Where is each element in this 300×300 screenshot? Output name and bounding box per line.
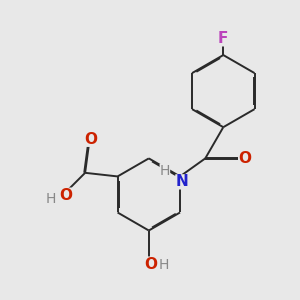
Text: H: H	[160, 164, 170, 178]
Text: N: N	[176, 174, 188, 189]
Text: O: O	[238, 151, 251, 166]
Text: O: O	[59, 188, 72, 203]
Text: F: F	[218, 31, 229, 46]
Text: O: O	[144, 256, 157, 272]
Text: H: H	[159, 259, 169, 272]
Text: O: O	[84, 132, 97, 147]
Text: H: H	[46, 192, 56, 206]
